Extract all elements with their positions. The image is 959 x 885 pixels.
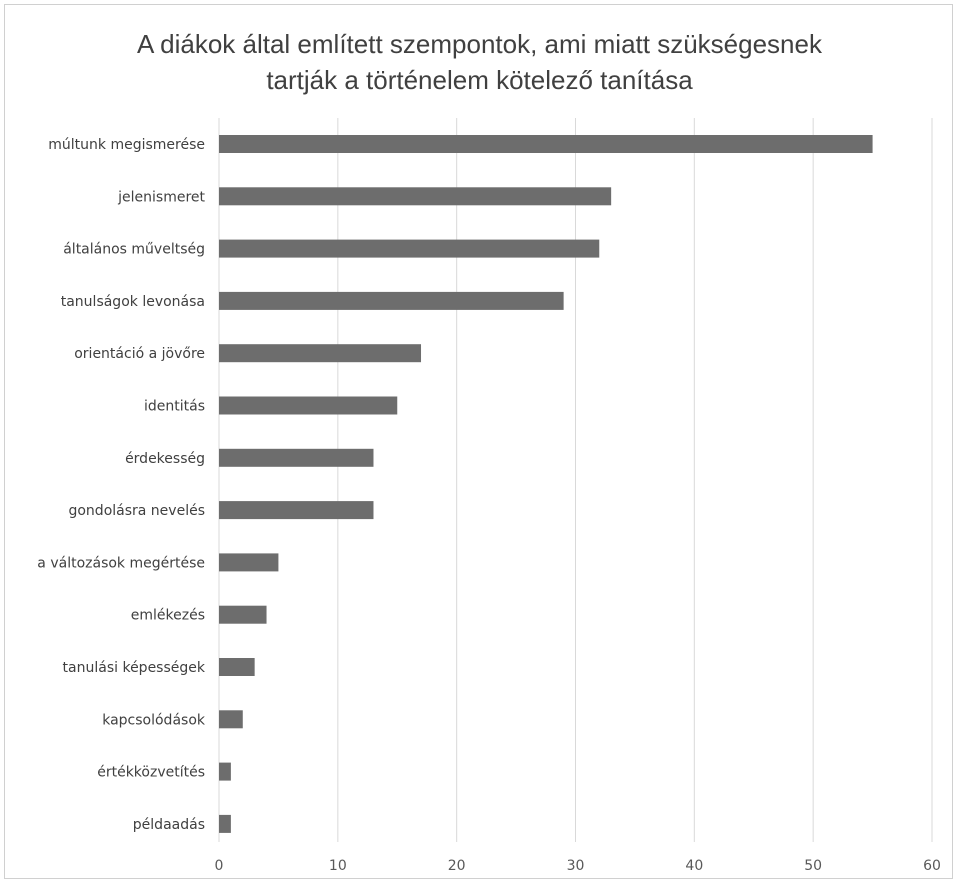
bar bbox=[219, 553, 279, 572]
category-label: múltunk megismerése bbox=[48, 137, 205, 153]
x-tick-label: 50 bbox=[804, 858, 822, 874]
category-label: identitás bbox=[144, 399, 205, 415]
category-label: orientáció a jövőre bbox=[74, 346, 205, 362]
x-tick-label: 20 bbox=[448, 858, 466, 874]
chart-title-line-1: A diákok által említett szempontok, ami … bbox=[137, 29, 822, 59]
bar bbox=[219, 239, 600, 258]
category-label: kapcsolódások bbox=[102, 712, 206, 728]
bar bbox=[219, 501, 374, 520]
category-label: érdekesség bbox=[125, 451, 205, 467]
category-label: példaadás bbox=[133, 817, 205, 833]
category-label: tanulási képességek bbox=[63, 660, 206, 676]
category-label: értékközvetítés bbox=[97, 765, 205, 781]
x-tick-label: 30 bbox=[567, 858, 585, 874]
category-label: a változások megértése bbox=[37, 555, 205, 571]
category-label: jelenismeret bbox=[117, 189, 205, 205]
bar bbox=[219, 448, 374, 467]
chart-title-line-2: tartják a történelem kötelező tanítása bbox=[266, 65, 693, 95]
x-tick-label: 10 bbox=[329, 858, 347, 874]
bar bbox=[219, 396, 398, 415]
bar bbox=[219, 605, 267, 624]
category-label: általános műveltség bbox=[63, 242, 205, 258]
bar bbox=[219, 291, 564, 310]
bar bbox=[219, 135, 873, 153]
bar bbox=[219, 710, 243, 729]
x-tick-label: 60 bbox=[923, 858, 941, 874]
x-tick-label: 40 bbox=[685, 858, 703, 874]
bar bbox=[219, 658, 255, 676]
category-label: tanulságok levonása bbox=[61, 294, 205, 310]
x-tick-label: 0 bbox=[215, 858, 224, 874]
bar bbox=[219, 814, 231, 833]
category-label: emlékezés bbox=[131, 608, 205, 624]
bar bbox=[219, 344, 422, 363]
category-label: gondolásra nevelés bbox=[68, 503, 205, 519]
bar bbox=[219, 762, 231, 781]
bar bbox=[219, 187, 612, 206]
